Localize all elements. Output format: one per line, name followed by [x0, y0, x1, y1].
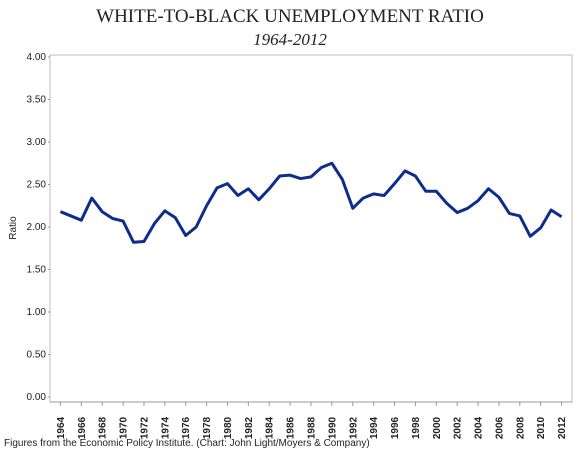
chart-subtitle: 1964-2012 — [253, 30, 327, 49]
x-tick-label: 1996 — [390, 416, 401, 439]
x-tick-label: 1970 — [119, 416, 130, 439]
x-tick-label: 2010 — [536, 416, 547, 439]
x-tick-label: 1982 — [244, 416, 255, 439]
x-tick-label: 1966 — [77, 416, 88, 439]
y-tick-label: 0.50 — [27, 350, 47, 361]
x-tick-label: 1964 — [56, 416, 67, 439]
y-tick-label: 4.00 — [27, 52, 47, 63]
x-tick-label: 1986 — [286, 416, 297, 439]
chart-title: WHITE-TO-BLACK UNEMPLOYMENT RATIO — [96, 6, 484, 27]
data-line — [59, 161, 563, 244]
y-tick-label: 2.50 — [27, 180, 47, 191]
footnote: Figures from the Economic Policy Institu… — [4, 438, 370, 449]
x-tick-label: 1976 — [181, 416, 192, 439]
x-tick-label: 1980 — [223, 416, 234, 439]
x-tick-label: 2012 — [557, 416, 568, 439]
x-tick-label: 1978 — [202, 416, 213, 439]
x-tick-label: 2002 — [453, 416, 464, 439]
x-tick-label: 1988 — [307, 416, 318, 439]
y-tick-label: 0.00 — [27, 392, 47, 403]
x-tick-label: 1968 — [98, 416, 109, 439]
y-tick-label: 3.00 — [27, 137, 47, 148]
x-tick-label: 1998 — [411, 416, 422, 439]
y-tick-label: 1.50 — [27, 265, 47, 276]
y-tick-label: 3.50 — [27, 95, 47, 106]
x-tick-label: 1992 — [348, 416, 359, 439]
x-tick-label: 2006 — [494, 416, 505, 439]
y-tick-label: 2.00 — [27, 222, 47, 233]
x-tick-label: 1994 — [369, 416, 380, 439]
y-axis-label: Ratio — [8, 216, 19, 240]
x-tick-label: 1974 — [160, 416, 171, 439]
x-tick-label: 2000 — [432, 416, 443, 439]
y-tick-label: 1.00 — [27, 307, 47, 318]
x-tick-label: 1990 — [327, 416, 338, 439]
x-tick-label: 1972 — [139, 416, 150, 439]
x-tick-label: 1984 — [265, 416, 276, 439]
x-tick-label: 2008 — [515, 416, 526, 439]
x-tick-label: 2004 — [474, 416, 485, 439]
